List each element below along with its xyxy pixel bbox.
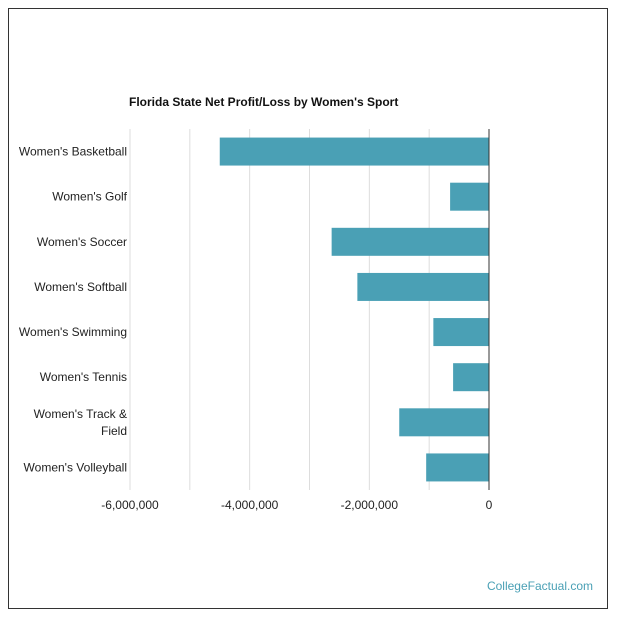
tick-label: -6,000,000 bbox=[101, 498, 159, 512]
category-label: Women's Swimming bbox=[19, 325, 127, 339]
category-label: Women's Volleyball bbox=[24, 460, 127, 474]
bar bbox=[331, 227, 489, 256]
grid-layer bbox=[129, 129, 430, 490]
category-label: Women's Basketball bbox=[19, 145, 127, 159]
tick-label: -2,000,000 bbox=[341, 498, 399, 512]
category-label: Women's Soccer bbox=[37, 235, 127, 249]
bar bbox=[399, 408, 489, 437]
category-label: Women's Golf bbox=[52, 190, 127, 204]
category-label: Women's Softball bbox=[34, 280, 127, 294]
category-label: Women's Track & bbox=[34, 407, 127, 421]
category-labels: Women's Basketball Women's Golf Women's So… bbox=[19, 145, 128, 475]
bar bbox=[426, 453, 489, 482]
chart-title: Florida State Net Profit/Loss by Women's… bbox=[129, 95, 398, 109]
chart: Florida State Net Profit/Loss by Women's… bbox=[19, 95, 493, 512]
bar bbox=[453, 363, 489, 392]
bar bbox=[450, 182, 489, 211]
category-label: Field bbox=[101, 424, 127, 438]
bar-layer bbox=[219, 137, 489, 482]
chart-frame: Florida State Net Profit/Loss by Women's… bbox=[8, 8, 608, 609]
tick-label: 0 bbox=[486, 498, 493, 512]
bar bbox=[433, 318, 489, 347]
category-label: Women's Tennis bbox=[40, 370, 127, 384]
tick-label: -4,000,000 bbox=[221, 498, 279, 512]
tick-labels: -6,000,000 -4,000,000 -2,000,000 0 bbox=[101, 498, 492, 512]
source-credit[interactable]: CollegeFactual.com bbox=[486, 579, 593, 593]
bar bbox=[219, 137, 489, 166]
bar bbox=[357, 272, 489, 301]
